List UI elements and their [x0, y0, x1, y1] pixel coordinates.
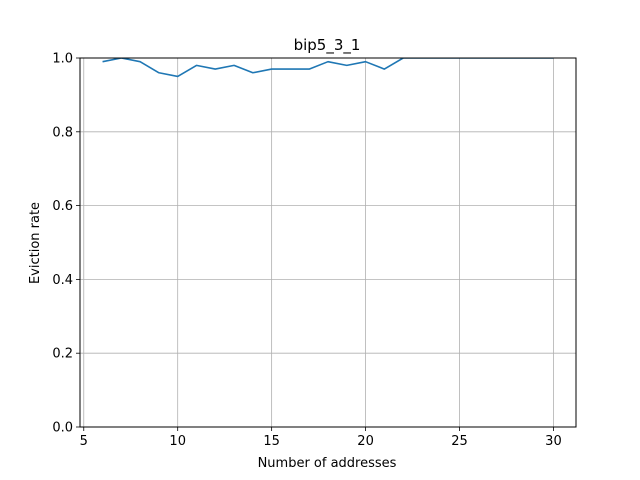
x-axis-ticks: 5 10 15 20 25 30 — [80, 427, 562, 449]
plot-area — [102, 58, 554, 78]
y-tick-label: 0.2 — [52, 347, 73, 362]
chart-title: bip5_3_1 — [294, 36, 361, 55]
x-tick-label: 20 — [357, 434, 374, 449]
x-axis-label: Number of addresses — [258, 456, 397, 471]
series-line-0 — [102, 58, 554, 78]
y-tick-label: 0.0 — [52, 421, 73, 436]
y-tick-label: 0.4 — [52, 273, 73, 288]
y-axis-label: Eviction rate — [28, 202, 43, 284]
x-tick-label: 15 — [263, 434, 280, 449]
grid-lines — [80, 57, 576, 428]
plot-frame — [79, 57, 577, 428]
x-tick-label: 25 — [451, 434, 468, 449]
x-tick-label: 30 — [545, 434, 562, 449]
y-tick-label: 1.0 — [52, 52, 73, 67]
x-tick-label: 5 — [80, 434, 88, 449]
x-tick-label: 10 — [169, 434, 186, 449]
y-tick-label: 0.6 — [52, 199, 73, 214]
y-tick-label: 0.8 — [52, 125, 73, 140]
y-axis-ticks: 0.0 0.2 0.4 0.6 0.8 1.0 — [52, 52, 80, 436]
